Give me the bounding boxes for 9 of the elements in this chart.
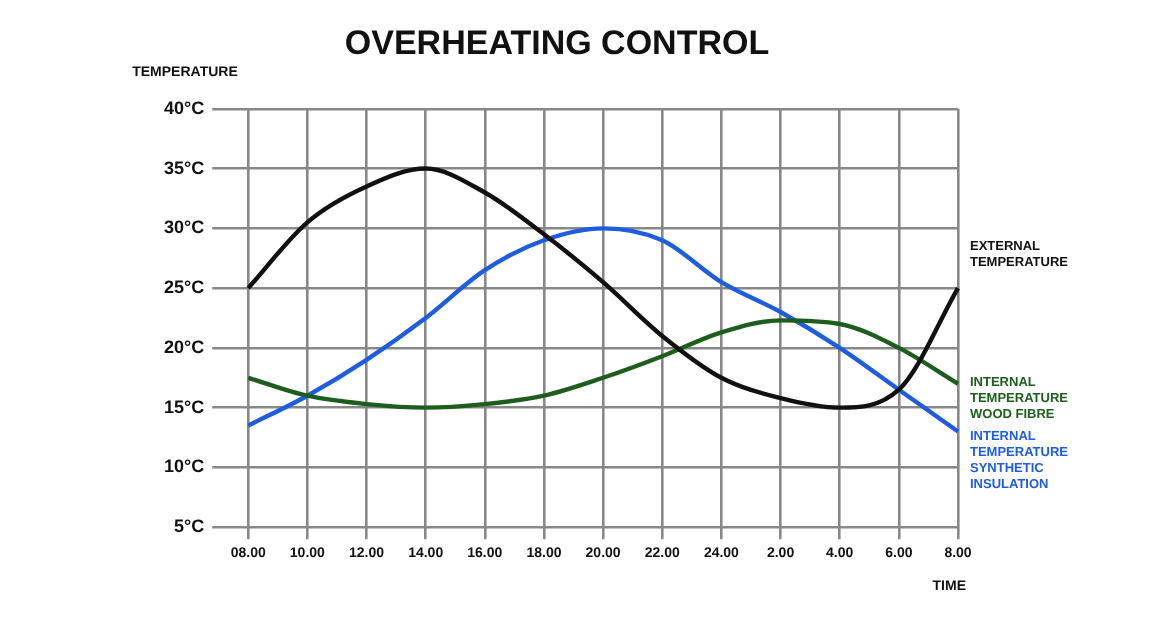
y-tick-label: 40°C	[164, 97, 206, 118]
chart-title: OVERHEATING CONTROL	[344, 23, 770, 62]
y-tick-label: 35°C	[164, 157, 206, 178]
y-tick-label: 30°C	[164, 217, 206, 238]
y-tick-label: 5°C	[174, 516, 206, 537]
y-tick-label: 15°C	[164, 396, 206, 417]
y-tick-label: 10°C	[164, 456, 206, 477]
y-tick-label: 25°C	[164, 277, 206, 298]
y-tick-label: 20°C	[164, 336, 206, 357]
